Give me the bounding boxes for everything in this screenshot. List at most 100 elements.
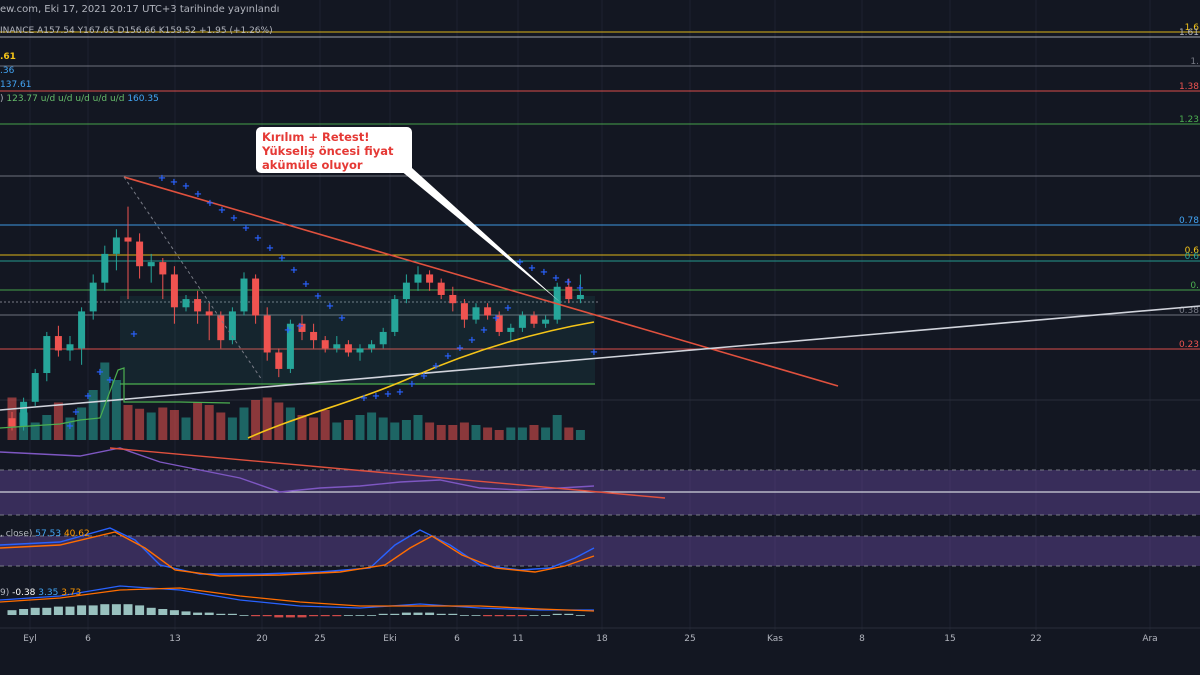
rsi-line bbox=[0, 447, 595, 493]
psar-dot: + bbox=[106, 375, 114, 386]
psar-dot: + bbox=[296, 321, 304, 332]
macd-hist-bar bbox=[483, 615, 493, 617]
candle-body bbox=[484, 307, 492, 316]
psar-dot: + bbox=[576, 283, 584, 294]
volume-bar bbox=[390, 422, 400, 440]
psar-dot: + bbox=[326, 301, 334, 312]
macd-hist-bar bbox=[146, 607, 156, 615]
x-tick-label: 11 bbox=[512, 634, 523, 644]
macd-hist-bar bbox=[100, 604, 110, 615]
psar-dot: + bbox=[360, 393, 368, 404]
macd-hist-bar bbox=[274, 615, 284, 618]
macd-hist-bar bbox=[53, 606, 63, 615]
psar-dot: + bbox=[372, 391, 380, 402]
macd-label: 9) bbox=[0, 588, 10, 598]
x-tick-label: 6 bbox=[454, 634, 460, 644]
macd-hist-bar bbox=[88, 605, 98, 615]
stoch-k-value: 57.53 bbox=[35, 529, 62, 539]
psar-dot: + bbox=[290, 265, 298, 276]
x-tick-label: 13 bbox=[169, 634, 180, 644]
candle-body bbox=[310, 331, 318, 341]
ascending-trendline bbox=[0, 305, 1200, 411]
candle-body bbox=[321, 340, 329, 349]
psar-dot: + bbox=[338, 313, 346, 324]
legend-line-5-value: 123.77 u/d u/d u/d u/d u/d bbox=[6, 94, 125, 104]
volume-bar bbox=[413, 415, 423, 440]
macd-hist-bar bbox=[401, 612, 411, 615]
rsi-divergence-line bbox=[109, 447, 666, 499]
volume-bar bbox=[483, 427, 493, 440]
macd-legend: 9) -0.38 3.35 3.73 bbox=[0, 588, 81, 598]
stoch-d-value: 40.62 bbox=[63, 529, 90, 539]
psar-dot: + bbox=[96, 367, 104, 378]
candle-body bbox=[182, 299, 190, 308]
macd-hist-bar bbox=[204, 612, 214, 615]
volume-bar bbox=[262, 397, 272, 440]
candle-body bbox=[228, 311, 236, 341]
macd-hist-bar bbox=[19, 609, 29, 615]
parabolic-sar-dots: + + + + + + + + + + + + + + + + + + + + + + + + + + + + + + + + + + + + + + + +… bbox=[66, 173, 598, 432]
candle-body bbox=[426, 274, 434, 283]
psar-dot: + bbox=[456, 343, 464, 354]
x-tick-label: 20 bbox=[256, 634, 268, 644]
fib-label-3: 1.38 bbox=[1179, 82, 1199, 92]
candle-body bbox=[170, 274, 178, 308]
macd-hist-bar bbox=[285, 615, 295, 618]
psar-dot: + bbox=[432, 361, 440, 372]
legend-line-4: 137.61 bbox=[0, 80, 32, 90]
psar-dot: + bbox=[384, 389, 392, 400]
volume-bar bbox=[541, 427, 551, 440]
psar-dot: + bbox=[242, 223, 250, 234]
stoch-legend: , close) 57.53 40.62 bbox=[0, 529, 90, 539]
volume-bar bbox=[297, 415, 307, 440]
macd-hist-bar bbox=[541, 615, 551, 616]
indicator-step-line bbox=[0, 367, 231, 429]
volume-bar bbox=[332, 422, 342, 440]
annotation-line-1: Kırılım + Retest! bbox=[262, 130, 370, 144]
volume-bar bbox=[309, 417, 319, 440]
psar-dot: + bbox=[516, 257, 524, 268]
macd-hist-bar bbox=[216, 613, 226, 615]
stoch-label: , close) bbox=[0, 529, 33, 539]
macd-hist-bar bbox=[320, 615, 330, 617]
fib-label-2: 1. bbox=[1190, 57, 1199, 67]
candle-body bbox=[379, 331, 387, 345]
range-box bbox=[120, 296, 595, 385]
fib-label-0: 1.6 bbox=[1185, 23, 1200, 33]
candle-body bbox=[89, 282, 97, 312]
psar-dot: + bbox=[480, 325, 488, 336]
macd-hist-bar bbox=[135, 605, 145, 615]
candle-body bbox=[43, 336, 51, 374]
macd-hist-bar bbox=[517, 615, 527, 617]
macd-hist-bar bbox=[123, 604, 133, 615]
x-tick-label: 15 bbox=[944, 634, 955, 644]
legend-line-2: .61 bbox=[0, 52, 16, 62]
macd-hist-bar bbox=[262, 615, 272, 617]
psar-dot: + bbox=[552, 273, 560, 284]
candle-body bbox=[542, 319, 550, 324]
candle-body bbox=[333, 344, 341, 349]
candle-body bbox=[495, 315, 503, 332]
volume-bar bbox=[425, 422, 435, 440]
moving-average-line bbox=[247, 321, 595, 439]
x-tick-label: Ara bbox=[1142, 634, 1157, 644]
candle-body bbox=[344, 344, 352, 353]
volume-bar bbox=[111, 380, 121, 440]
candle-body bbox=[194, 299, 202, 312]
macd-hist-bar bbox=[378, 613, 388, 615]
candle-body bbox=[391, 299, 399, 332]
candle-body bbox=[124, 237, 132, 242]
candle-body bbox=[530, 315, 538, 324]
psar-dot: + bbox=[284, 325, 292, 336]
candle-body bbox=[54, 336, 62, 351]
psar-dot: + bbox=[72, 407, 80, 418]
fib-label-4: 1.23 bbox=[1179, 115, 1199, 125]
candle-body bbox=[414, 274, 422, 283]
annotation-callout: Kırılım + Retest! Yükseliş öncesi fiyat … bbox=[256, 127, 412, 173]
x-tick-label: 18 bbox=[596, 634, 608, 644]
macd-hist-bar bbox=[332, 615, 342, 617]
psar-dot: + bbox=[492, 313, 500, 324]
macd-hist-bar bbox=[158, 609, 168, 615]
candle-body bbox=[20, 401, 28, 427]
range-box-fill bbox=[120, 296, 595, 384]
